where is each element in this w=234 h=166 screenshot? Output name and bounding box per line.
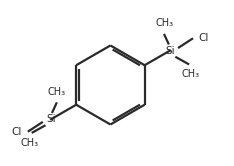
Text: Si: Si bbox=[46, 114, 56, 124]
Text: CH₃: CH₃ bbox=[47, 87, 66, 97]
Text: CH₃: CH₃ bbox=[21, 138, 39, 148]
Text: CH₃: CH₃ bbox=[155, 18, 174, 28]
Text: Si: Si bbox=[165, 46, 175, 56]
Text: Cl: Cl bbox=[12, 127, 22, 137]
Text: CH₃: CH₃ bbox=[182, 69, 200, 79]
Text: Cl: Cl bbox=[199, 33, 209, 42]
